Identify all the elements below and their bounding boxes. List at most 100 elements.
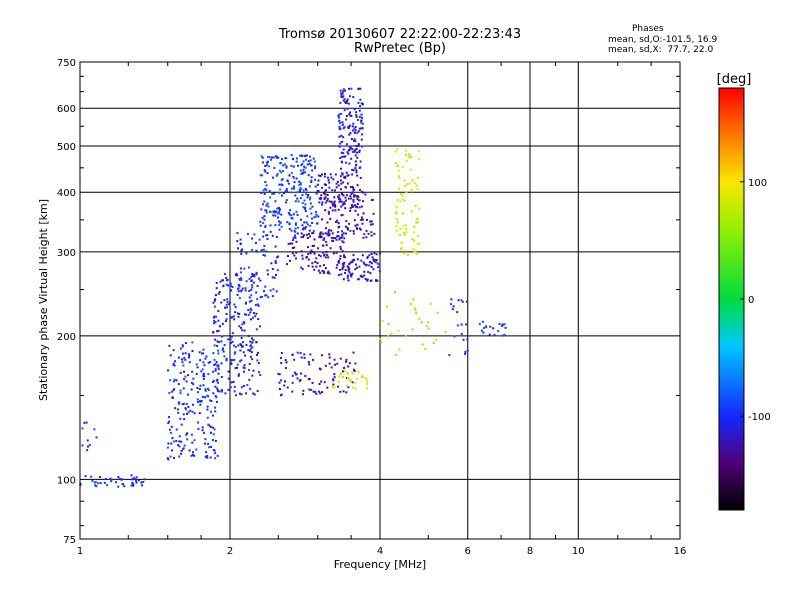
data-point <box>356 258 359 261</box>
data-point <box>263 244 266 247</box>
data-point <box>251 248 254 251</box>
data-point <box>278 373 281 376</box>
data-point <box>193 412 196 415</box>
data-point <box>265 294 268 297</box>
data-point <box>347 222 350 225</box>
data-point <box>166 457 169 460</box>
data-point <box>269 211 272 214</box>
data-point <box>374 261 377 264</box>
data-point <box>456 311 459 314</box>
data-point <box>326 193 329 196</box>
data-point <box>290 214 293 217</box>
data-point <box>311 221 314 224</box>
data-point <box>233 303 236 306</box>
data-point <box>280 213 283 216</box>
data-point <box>355 169 358 172</box>
data-point <box>238 392 241 395</box>
data-point <box>178 455 181 458</box>
data-point <box>173 388 176 391</box>
data-point <box>337 184 340 187</box>
data-point <box>316 183 319 186</box>
data-point <box>130 474 133 477</box>
data-point <box>262 230 265 233</box>
data-point <box>285 187 288 190</box>
data-point <box>280 379 283 382</box>
data-point <box>170 425 173 428</box>
data-point <box>286 221 289 224</box>
data-point <box>313 238 316 241</box>
data-point <box>353 149 356 152</box>
data-point <box>253 275 256 278</box>
data-point <box>274 224 277 227</box>
data-point <box>373 232 376 235</box>
data-point <box>480 329 483 332</box>
data-point <box>135 481 138 484</box>
data-point <box>421 343 424 346</box>
data-point <box>192 377 195 380</box>
data-point <box>404 249 407 252</box>
data-point <box>267 273 270 276</box>
data-point <box>332 204 335 207</box>
data-point <box>349 186 352 189</box>
data-point <box>179 392 182 395</box>
data-point <box>288 174 291 177</box>
data-point <box>267 205 270 208</box>
data-point <box>266 202 269 205</box>
data-point <box>355 163 358 166</box>
data-point <box>301 154 304 157</box>
data-point <box>395 212 398 215</box>
data-point <box>257 371 260 374</box>
data-point <box>362 212 365 215</box>
data-point <box>318 390 321 393</box>
data-point <box>268 156 271 159</box>
data-point <box>416 176 419 179</box>
data-point <box>339 248 342 251</box>
data-point <box>347 126 350 129</box>
data-point <box>290 229 293 232</box>
data-point <box>353 127 356 130</box>
data-point <box>171 437 174 440</box>
data-point <box>336 362 339 365</box>
data-point <box>228 303 231 306</box>
data-point <box>317 179 320 182</box>
data-point <box>351 168 354 171</box>
data-point <box>350 192 353 195</box>
data-point <box>321 201 324 204</box>
data-point <box>99 482 102 485</box>
data-point <box>346 98 349 101</box>
data-point <box>348 113 351 116</box>
data-point <box>347 269 350 272</box>
data-point <box>230 335 233 338</box>
data-point <box>130 484 133 487</box>
data-point <box>182 413 185 416</box>
data-point <box>323 192 326 195</box>
data-point <box>347 274 350 277</box>
data-point <box>99 476 102 479</box>
data-point <box>269 196 272 199</box>
data-point <box>249 311 252 314</box>
data-point <box>261 156 264 159</box>
data-point <box>339 372 342 375</box>
y-tick-label: 100 <box>57 475 76 486</box>
data-point <box>304 171 307 174</box>
data-point <box>324 190 327 193</box>
data-point <box>298 183 301 186</box>
data-point <box>290 171 293 174</box>
data-point <box>247 313 250 316</box>
data-point <box>314 261 317 264</box>
data-point <box>264 224 267 227</box>
data-point <box>353 108 356 111</box>
data-point <box>360 119 363 122</box>
data-point <box>187 374 190 377</box>
data-point <box>325 240 328 243</box>
data-point <box>371 198 374 201</box>
data-point <box>277 156 280 159</box>
data-point <box>224 306 227 309</box>
data-point <box>202 361 205 364</box>
data-point <box>368 264 371 267</box>
data-point <box>190 381 193 384</box>
data-point <box>411 179 414 182</box>
data-point <box>274 245 277 248</box>
data-point <box>235 394 238 397</box>
